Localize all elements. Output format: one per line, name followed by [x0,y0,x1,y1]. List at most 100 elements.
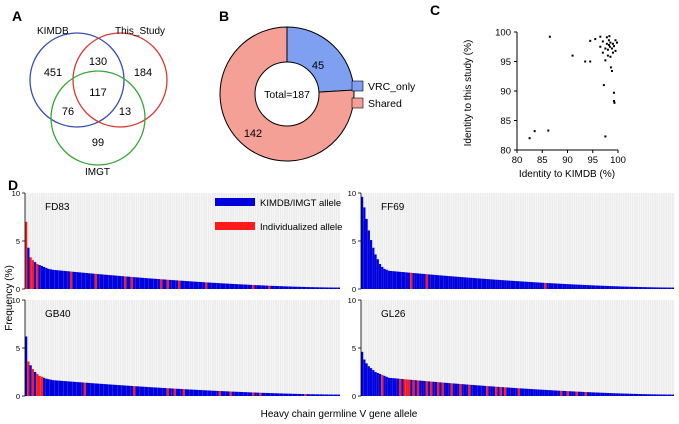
bar [54,270,57,289]
bar [130,385,133,396]
subplot-title: GB40 [45,309,71,320]
bar [247,284,250,289]
bar [553,390,556,396]
bar [475,385,478,396]
bar [399,271,402,289]
bar [445,275,449,289]
scatter-point [533,130,536,133]
legend-label-vrc-only: VRC_only [368,81,416,93]
bar [488,279,491,289]
bar [542,389,545,396]
bar [205,282,208,289]
bar [94,273,97,289]
bar [539,389,543,396]
bar [387,377,391,396]
bar [27,247,30,289]
bar [319,394,322,396]
bar [218,391,221,396]
bar [52,269,55,289]
bar [414,273,417,289]
bar [139,386,142,396]
bar [642,287,645,289]
bar [461,384,464,396]
bar [483,278,487,289]
bar [627,286,630,289]
bar [317,394,320,396]
bar [306,394,309,396]
bar [423,274,426,289]
bar [468,384,471,396]
bar [319,287,322,289]
bar [308,287,311,289]
bar [472,385,476,396]
bar [65,271,68,289]
bar [209,390,212,396]
bar [133,386,136,396]
bar [401,379,404,396]
bar [414,380,417,396]
venn-count-imgt-only: 99 [92,137,104,149]
bar [169,388,172,396]
bar [629,286,632,289]
scatter-point [615,41,618,44]
bar [649,287,652,289]
scatter-point [612,100,615,103]
bar [265,392,268,396]
bar [519,388,522,396]
bar [504,387,507,396]
bar [61,270,64,289]
bar [189,281,192,289]
bar [83,382,86,396]
bar [497,386,500,396]
bar [385,376,388,396]
bar [322,394,325,396]
scatter-y-tick-label: 85 [500,116,511,127]
bar [425,274,429,289]
bar [301,286,304,289]
bar [328,394,331,396]
bar [421,380,424,396]
bar [304,394,307,396]
venn-count-study-imgt: 13 [119,106,131,118]
bar [475,278,478,289]
scatter-point [609,66,612,69]
bar [263,392,266,396]
bar [88,382,91,396]
bar [189,389,192,396]
venn-count-kimdb-study: 130 [89,56,107,68]
bar [241,284,244,289]
bar [288,286,291,289]
scatter-point [611,51,614,54]
bar [443,382,446,396]
bar [405,272,408,289]
bar [365,218,368,289]
bar [225,283,228,289]
bar [254,392,257,396]
bar [667,394,670,396]
bar [555,390,558,396]
bar [205,390,208,396]
bar [658,287,661,289]
bar [121,276,124,289]
bar [508,387,511,396]
scatter-point [614,39,617,42]
bar [70,271,73,289]
bar [595,392,598,396]
bar-subplot-fd83: 0 5 10 FD83 [12,189,341,294]
bar [83,272,86,289]
bar [148,278,151,289]
bar [25,336,28,396]
bar [277,286,280,289]
bar [207,282,210,289]
bar [247,392,250,396]
bar [372,370,375,396]
bar [521,281,525,289]
bar [635,286,639,289]
bar [191,281,194,289]
bar [81,272,84,289]
bar [171,280,174,289]
bar [376,372,379,396]
bar [622,393,625,396]
bar [207,390,210,396]
bar [466,277,469,289]
